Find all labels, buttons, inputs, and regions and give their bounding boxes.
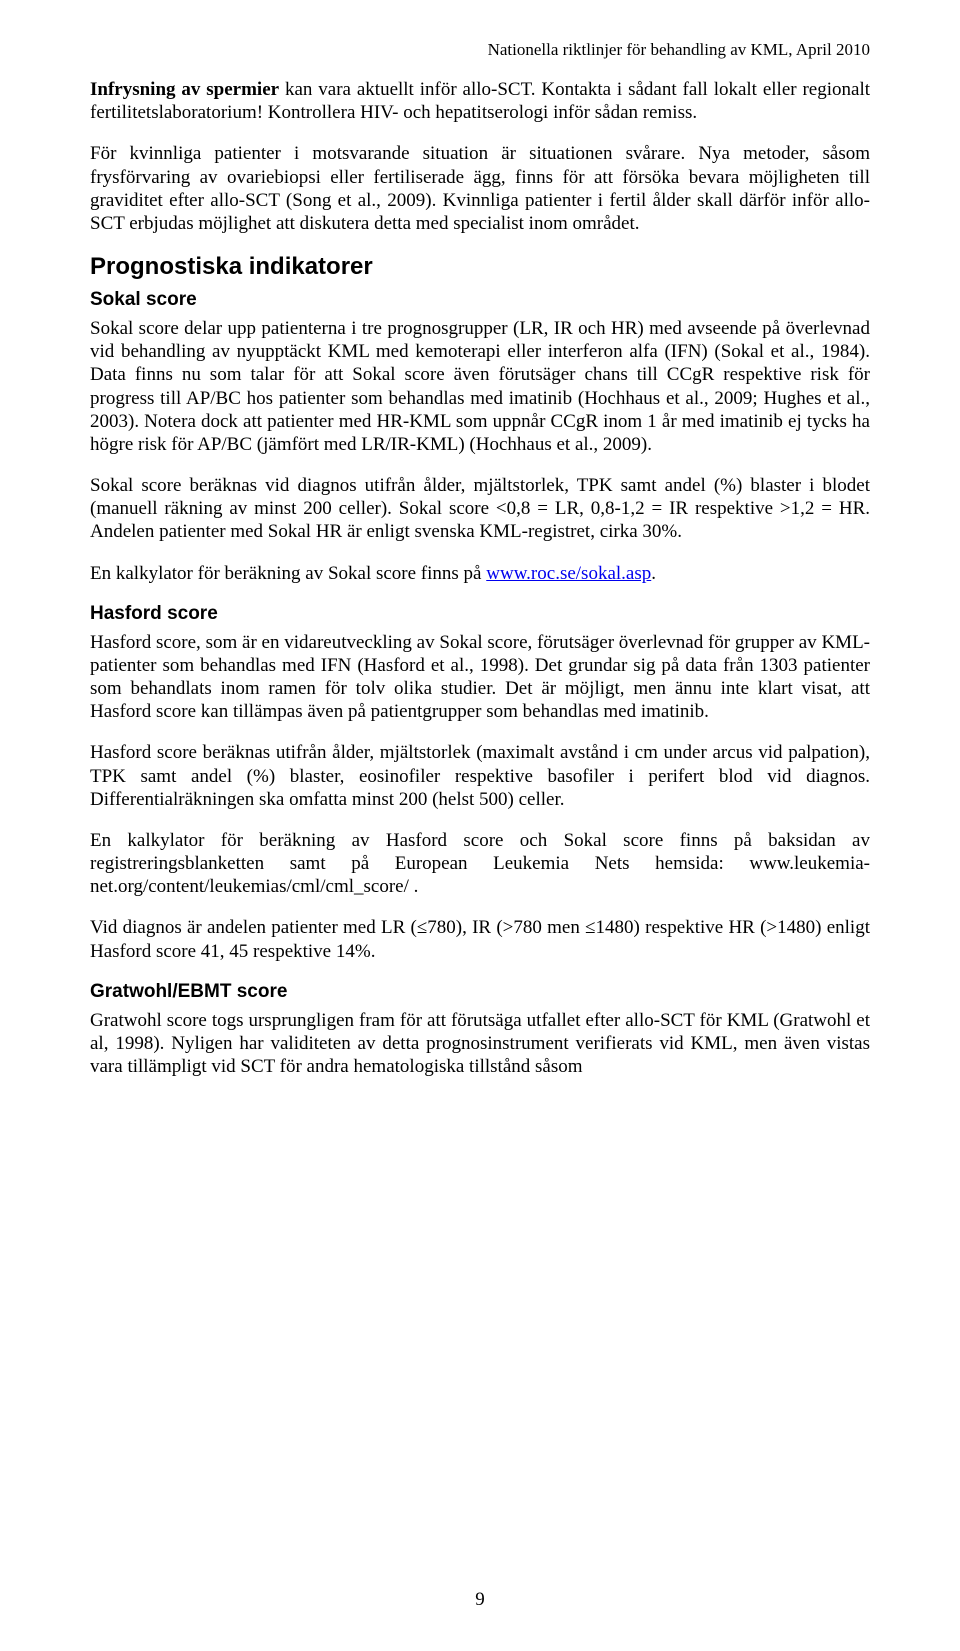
running-header: Nationella riktlinjer för behandling av … bbox=[90, 40, 870, 60]
paragraph-hasford-2: Hasford score beräknas utifrån ålder, mj… bbox=[90, 741, 870, 811]
heading-sokal: Sokal score bbox=[90, 289, 870, 311]
paragraph-sokal-2: Sokal score beräknas vid diagnos utifrån… bbox=[90, 474, 870, 544]
paragraph-sokal-1: Sokal score delar upp patienterna i tre … bbox=[90, 317, 870, 456]
heading-prognostiska: Prognostiska indikatorer bbox=[90, 253, 870, 281]
paragraph-sokal-3: En kalkylator för beräkning av Sokal sco… bbox=[90, 562, 870, 585]
sokal-link-post: . bbox=[651, 563, 656, 584]
bold-lead: Infrysning av spermier bbox=[90, 79, 279, 100]
heading-gratwohl: Gratwohl/EBMT score bbox=[90, 981, 870, 1003]
paragraph-hasford-1: Hasford score, som är en vidareutvecklin… bbox=[90, 631, 870, 724]
heading-hasford: Hasford score bbox=[90, 603, 870, 625]
page-number: 9 bbox=[0, 1589, 960, 1611]
paragraph-hasford-3: En kalkylator för beräkning av Hasford s… bbox=[90, 829, 870, 899]
paragraph-intro-1: Infrysning av spermier kan vara aktuellt… bbox=[90, 78, 870, 124]
document-page: Nationella riktlinjer för behandling av … bbox=[0, 0, 960, 1651]
sokal-link-pre: En kalkylator för beräkning av Sokal sco… bbox=[90, 563, 486, 584]
sokal-calculator-link[interactable]: www.roc.se/sokal.asp bbox=[486, 563, 651, 584]
paragraph-gratwohl-1: Gratwohl score togs ursprungligen fram f… bbox=[90, 1009, 870, 1079]
paragraph-hasford-4: Vid diagnos är andelen patienter med LR … bbox=[90, 916, 870, 962]
paragraph-intro-2: För kvinnliga patienter i motsvarande si… bbox=[90, 142, 870, 235]
